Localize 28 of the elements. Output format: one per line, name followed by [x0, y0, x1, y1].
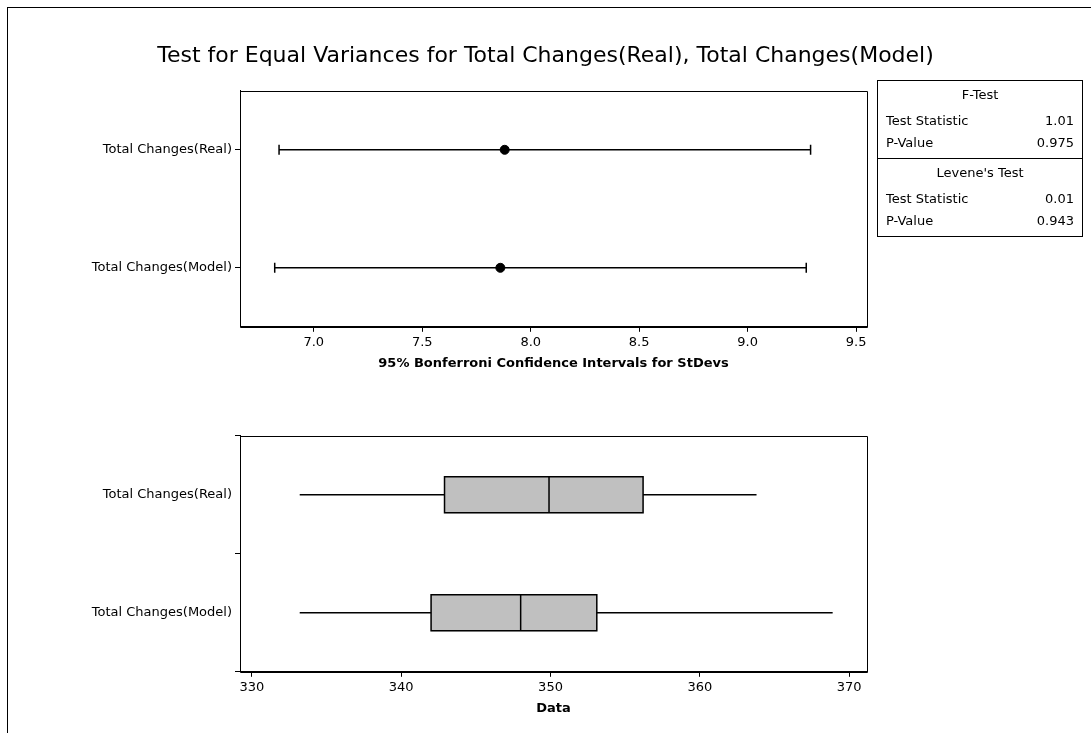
y-tick-label: Total Changes(Model) — [90, 259, 232, 275]
x-tick-label: 330 — [239, 678, 265, 694]
x-tick-label: 370 — [836, 678, 862, 694]
text: P-Value — [886, 212, 934, 230]
text: Levene's Test — [935, 165, 1025, 180]
x-tick-label: 9.5 — [845, 333, 867, 349]
chart-title: Test for Equal Variances for Total Changes(Real), Total Changes(Model) — [156, 42, 935, 67]
text: F-Test — [960, 87, 1000, 102]
text: 0.975 — [1036, 134, 1074, 152]
x-tick-label: 7.0 — [303, 333, 325, 349]
text: Test Statistic — [886, 190, 969, 208]
x-tick-label: 350 — [538, 678, 563, 694]
text: 0.943 — [1036, 212, 1074, 230]
x-axis-title: 95% Bonferroni Confidence Intervals for StDevs — [378, 354, 729, 370]
x-tick-label: 360 — [687, 678, 713, 694]
x-tick-label: 340 — [388, 678, 414, 694]
y-tick-label: Total Changes(Real) — [101, 486, 232, 502]
text: Test Statistic — [886, 112, 969, 130]
x-tick-label: 7.5 — [411, 333, 433, 349]
text: 1.01 — [1045, 112, 1074, 130]
x-tick-label: 8.0 — [520, 333, 542, 349]
y-tick-label: Total Changes(Real) — [101, 141, 232, 157]
text: 0.01 — [1045, 190, 1074, 208]
x-tick-label: 8.5 — [628, 333, 650, 349]
x-tick-label: 9.0 — [737, 333, 759, 349]
y-tick-label: Total Changes(Model) — [90, 604, 232, 620]
x-axis-title: Data — [536, 699, 571, 715]
text: P-Value — [886, 134, 934, 152]
